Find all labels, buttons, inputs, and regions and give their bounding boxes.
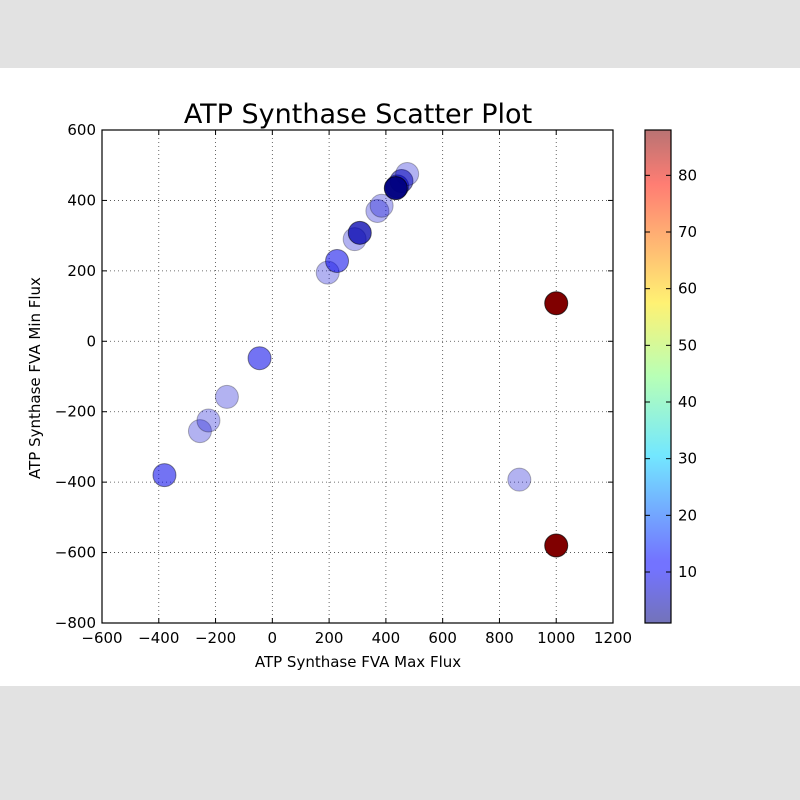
y-tick-label: 200 bbox=[67, 262, 96, 280]
y-tick-label: −200 bbox=[55, 403, 96, 421]
figure: ATP Synthase Scatter Plot −600 −400 −200 0 2… bbox=[0, 68, 800, 686]
y-tick-label: −600 bbox=[55, 544, 96, 562]
y-tick-label: 400 bbox=[67, 191, 96, 209]
y-tick-label: 0 bbox=[86, 332, 96, 350]
scatter-point bbox=[214, 384, 239, 409]
colorbar-tick-label: 70 bbox=[678, 223, 697, 241]
colorbar-tick-label: 30 bbox=[678, 450, 697, 468]
data-points bbox=[152, 162, 569, 558]
colorbar-gradient bbox=[645, 130, 671, 623]
x-tick-label: 1000 bbox=[537, 629, 575, 647]
colorbar-tick-label: 80 bbox=[678, 166, 697, 184]
x-tick-label: 1200 bbox=[594, 629, 632, 647]
x-axis-label: ATP Synthase FVA Max Flux bbox=[255, 653, 461, 671]
chart-title: ATP Synthase Scatter Plot bbox=[184, 99, 532, 130]
x-tick-label: 600 bbox=[428, 629, 457, 647]
scatter-point bbox=[507, 467, 532, 492]
plot-area bbox=[102, 130, 613, 623]
x-tick-label: −400 bbox=[138, 629, 179, 647]
scatter-point bbox=[325, 248, 350, 273]
x-tick-label: 800 bbox=[485, 629, 514, 647]
colorbar-tick-label: 60 bbox=[678, 280, 697, 298]
scatter-point bbox=[544, 291, 569, 316]
colorbar: 10 20 30 40 50 60 70 80 bbox=[644, 129, 697, 624]
scatter-point bbox=[152, 463, 177, 488]
scatter-point bbox=[383, 176, 408, 201]
x-tick-label: −200 bbox=[195, 629, 236, 647]
x-tick-label: 400 bbox=[372, 629, 401, 647]
y-tick-label: −400 bbox=[55, 473, 96, 491]
x-tick-label: 0 bbox=[268, 629, 278, 647]
scatter-point bbox=[196, 408, 221, 433]
scatter-chart: ATP Synthase Scatter Plot −600 −400 −200 0 2… bbox=[26, 99, 697, 671]
scatter-point bbox=[365, 198, 390, 223]
scatter-point bbox=[247, 346, 272, 371]
y-tick-label: 600 bbox=[67, 121, 96, 139]
scatter-point bbox=[544, 533, 569, 558]
scatter-point bbox=[347, 220, 372, 245]
y-axis-label: ATP Synthase FVA Min Flux bbox=[26, 277, 44, 479]
colorbar-ticks: 10 20 30 40 50 60 70 80 bbox=[645, 166, 697, 581]
colorbar-tick-label: 20 bbox=[678, 506, 697, 524]
plot-frame bbox=[101, 129, 614, 624]
colorbar-frame bbox=[644, 129, 672, 624]
scatter-point bbox=[187, 419, 212, 444]
x-tick-label: 200 bbox=[315, 629, 344, 647]
x-axis-ticks: −600 −400 −200 0 200 400 600 800 1000 1200 bbox=[81, 130, 632, 647]
colorbar-tick-label: 40 bbox=[678, 393, 697, 411]
colorbar-tick-label: 50 bbox=[678, 336, 697, 354]
x-tick-label: −600 bbox=[81, 629, 122, 647]
colorbar-tick-label: 10 bbox=[678, 563, 697, 581]
y-tick-label: −800 bbox=[55, 614, 96, 632]
y-axis-ticks: −800 −600 −400 −200 0 200 400 600 bbox=[55, 121, 613, 632]
scatter-point bbox=[369, 193, 394, 218]
